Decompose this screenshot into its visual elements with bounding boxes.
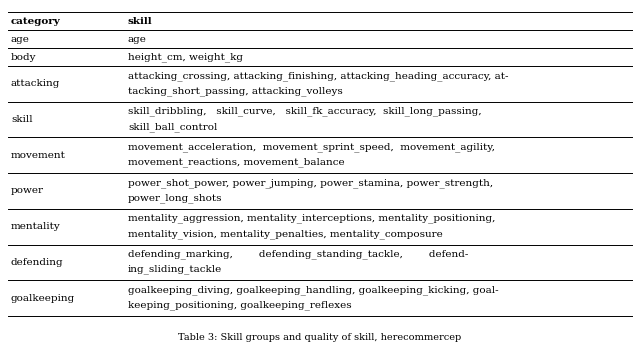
Text: category: category (11, 17, 61, 26)
Text: defending_marking,        defending_standing_tackle,        defend-: defending_marking, defending_standing_ta… (128, 249, 468, 259)
Text: age: age (128, 35, 147, 44)
Text: power_long_shots: power_long_shots (128, 193, 223, 203)
Text: mentality_vision, mentality_penalties, mentality_composure: mentality_vision, mentality_penalties, m… (128, 229, 443, 239)
Text: tacking_short_passing, attacking_volleys: tacking_short_passing, attacking_volleys (128, 86, 343, 96)
Text: skill_ball_control: skill_ball_control (128, 122, 218, 132)
Text: mentality: mentality (11, 222, 61, 231)
Text: goalkeeping_diving, goalkeeping_handling, goalkeeping_kicking, goal-: goalkeeping_diving, goalkeeping_handling… (128, 285, 499, 295)
Text: age: age (11, 35, 29, 44)
Text: skill: skill (11, 115, 33, 124)
Text: height_cm, weight_kg: height_cm, weight_kg (128, 52, 243, 62)
Text: keeping_positioning, goalkeeping_reflexes: keeping_positioning, goalkeeping_reflexe… (128, 300, 351, 310)
Text: attacking: attacking (11, 79, 60, 89)
Text: body: body (11, 52, 36, 62)
Text: skill: skill (128, 17, 152, 26)
Text: power_shot_power, power_jumping, power_stamina, power_strength,: power_shot_power, power_jumping, power_s… (128, 178, 493, 188)
Text: goalkeeping: goalkeeping (11, 293, 75, 303)
Text: attacking_crossing, attacking_finishing, attacking_heading_accuracy, at-: attacking_crossing, attacking_finishing,… (128, 71, 509, 81)
Text: skill_dribbling,   skill_curve,   skill_fk_accuracy,  skill_long_passing,: skill_dribbling, skill_curve, skill_fk_a… (128, 106, 482, 116)
Text: Table 3: Skill groups and quality of skill, herecommercep: Table 3: Skill groups and quality of ski… (179, 333, 461, 342)
Text: movement: movement (11, 151, 66, 160)
Text: power: power (11, 186, 44, 196)
Text: mentality_aggression, mentality_interceptions, mentality_positioning,: mentality_aggression, mentality_intercep… (128, 213, 495, 223)
Text: movement_reactions, movement_balance: movement_reactions, movement_balance (128, 157, 344, 167)
Text: defending: defending (11, 258, 63, 267)
Text: ing_sliding_tackle: ing_sliding_tackle (128, 265, 222, 275)
Text: movement_acceleration,  movement_sprint_speed,  movement_agility,: movement_acceleration, movement_sprint_s… (128, 142, 495, 152)
